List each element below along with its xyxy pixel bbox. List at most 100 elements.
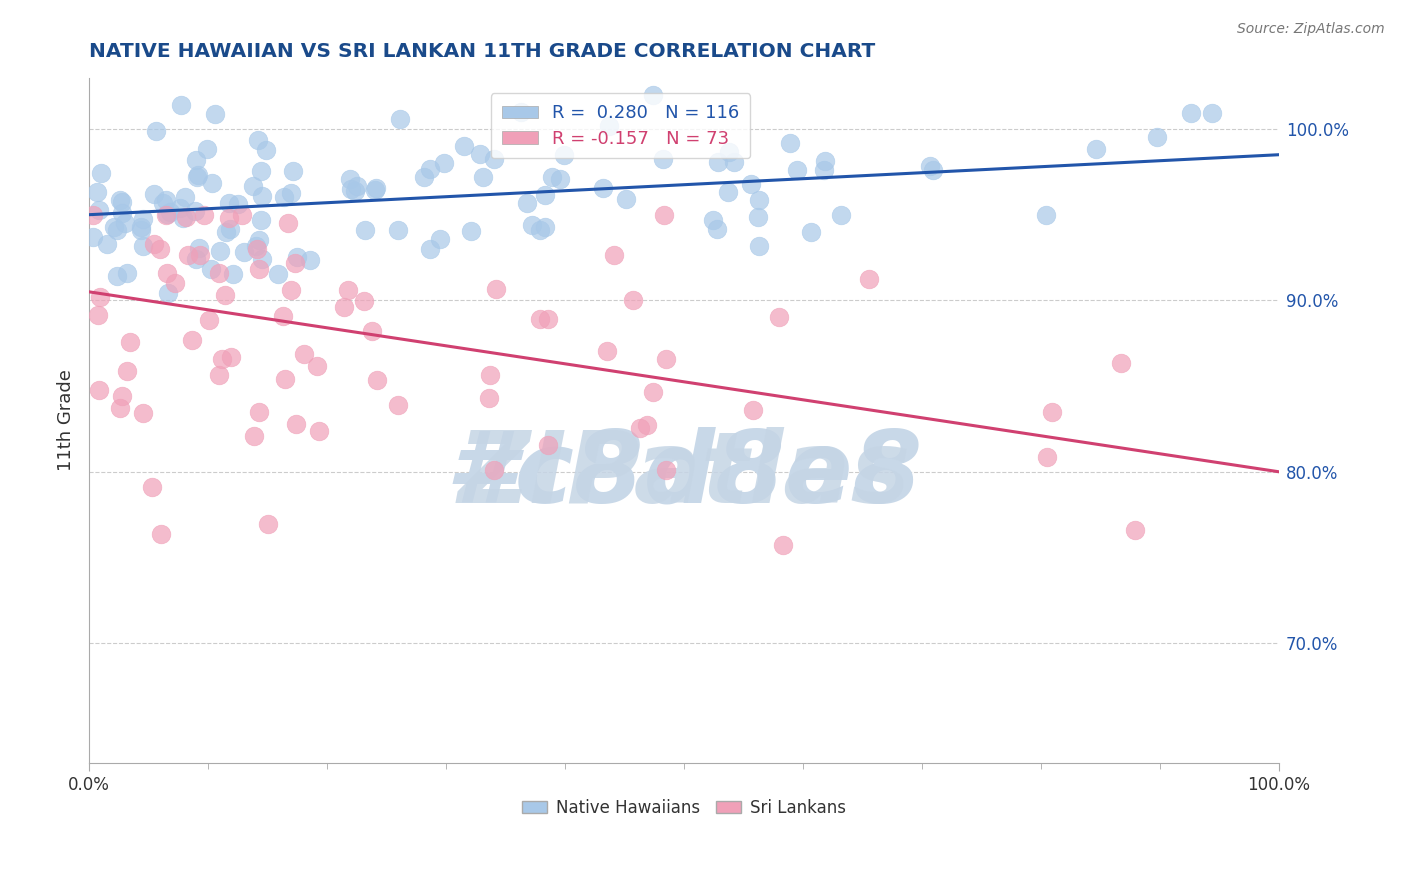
Point bbox=[389, 112, 412, 126]
Point bbox=[333, 300, 356, 314]
Point bbox=[155, 208, 177, 222]
Point bbox=[247, 262, 270, 277]
Point bbox=[208, 244, 231, 258]
Point bbox=[429, 232, 451, 246]
Point bbox=[250, 212, 273, 227]
Point bbox=[360, 325, 382, 339]
Point bbox=[120, 334, 142, 349]
Point bbox=[226, 197, 249, 211]
Point bbox=[186, 153, 208, 168]
Point bbox=[132, 406, 155, 420]
Point bbox=[242, 428, 264, 442]
Point bbox=[292, 347, 315, 361]
Text: ZIPatlas: ZIPatlas bbox=[457, 426, 911, 524]
Point bbox=[193, 208, 215, 222]
Point bbox=[918, 159, 941, 173]
Point bbox=[86, 186, 108, 200]
Point bbox=[149, 526, 172, 541]
Point bbox=[858, 271, 880, 285]
Point bbox=[195, 142, 218, 156]
Point bbox=[89, 290, 111, 304]
Point bbox=[779, 136, 801, 150]
Point bbox=[366, 180, 388, 194]
Point bbox=[145, 123, 167, 137]
Point bbox=[813, 163, 835, 178]
Point bbox=[706, 222, 728, 236]
Y-axis label: 11th Grade: 11th Grade bbox=[58, 369, 75, 471]
Point bbox=[813, 154, 835, 169]
Point bbox=[433, 156, 456, 170]
Point bbox=[149, 242, 172, 256]
Point bbox=[592, 181, 614, 195]
Point bbox=[748, 239, 770, 253]
Point bbox=[1085, 142, 1108, 156]
Point bbox=[156, 266, 179, 280]
Point bbox=[277, 216, 299, 230]
Point bbox=[141, 480, 163, 494]
Point bbox=[510, 104, 533, 119]
Point bbox=[413, 170, 436, 185]
Point bbox=[299, 253, 322, 268]
Point bbox=[87, 308, 110, 322]
Point bbox=[285, 250, 308, 264]
Point bbox=[186, 169, 208, 184]
Point bbox=[529, 223, 551, 237]
Point bbox=[717, 185, 740, 199]
Point bbox=[219, 350, 242, 364]
Point bbox=[655, 351, 678, 366]
Point bbox=[614, 192, 637, 206]
Point bbox=[747, 211, 769, 225]
Point bbox=[387, 398, 409, 412]
Point bbox=[533, 219, 555, 234]
Point bbox=[603, 248, 626, 262]
Point bbox=[419, 162, 441, 177]
Point bbox=[800, 225, 823, 239]
Point bbox=[198, 313, 221, 327]
Point bbox=[250, 189, 273, 203]
Point bbox=[174, 211, 197, 225]
Point bbox=[652, 152, 675, 166]
Point bbox=[250, 252, 273, 266]
Point bbox=[114, 216, 136, 230]
Point bbox=[598, 120, 620, 134]
Point bbox=[129, 219, 152, 234]
Point bbox=[740, 178, 762, 192]
Point bbox=[208, 266, 231, 280]
Point bbox=[717, 145, 740, 159]
Point bbox=[143, 187, 166, 202]
Point bbox=[363, 183, 385, 197]
Point bbox=[247, 405, 270, 419]
Point bbox=[110, 194, 132, 209]
Point bbox=[354, 223, 377, 237]
Point bbox=[211, 351, 233, 366]
Point bbox=[280, 283, 302, 297]
Point bbox=[541, 169, 564, 184]
Point bbox=[156, 207, 179, 221]
Point bbox=[247, 133, 270, 147]
Point bbox=[274, 372, 297, 386]
Point bbox=[1109, 356, 1132, 370]
Point bbox=[250, 164, 273, 178]
Point bbox=[200, 261, 222, 276]
Point bbox=[169, 201, 191, 215]
Point bbox=[90, 166, 112, 180]
Point bbox=[105, 268, 128, 283]
Point bbox=[111, 389, 134, 403]
Point bbox=[105, 223, 128, 237]
Point bbox=[132, 239, 155, 253]
Point bbox=[96, 236, 118, 251]
Point bbox=[460, 224, 482, 238]
Point bbox=[366, 373, 388, 387]
Point bbox=[142, 236, 165, 251]
Point bbox=[174, 190, 197, 204]
Point bbox=[655, 463, 678, 477]
Point bbox=[305, 359, 328, 373]
Point bbox=[184, 252, 207, 267]
Point bbox=[280, 186, 302, 201]
Point bbox=[246, 242, 269, 256]
Point bbox=[702, 213, 724, 227]
Point bbox=[82, 230, 104, 244]
Point bbox=[353, 293, 375, 308]
Point bbox=[768, 310, 790, 324]
Point bbox=[482, 463, 505, 477]
